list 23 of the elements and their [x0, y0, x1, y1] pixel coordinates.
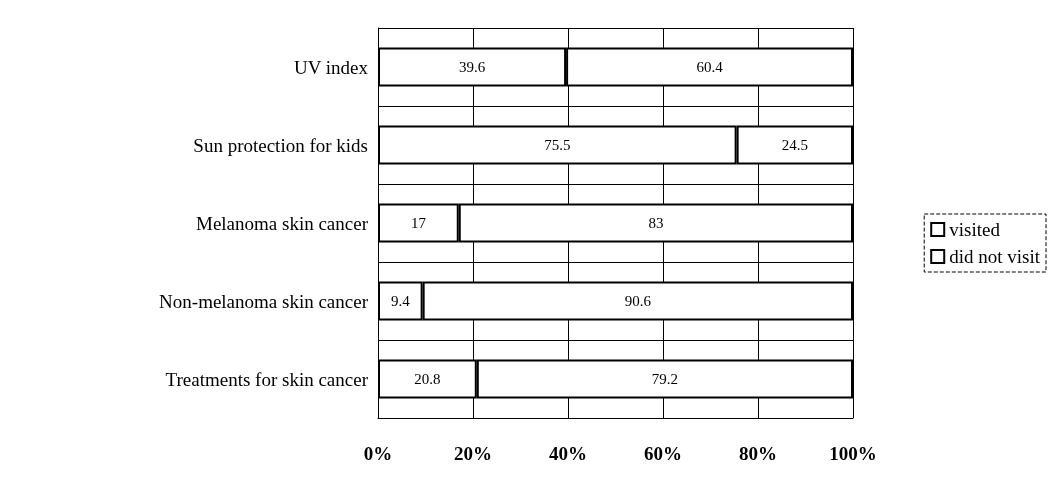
data-label: 9.4 — [390, 293, 411, 309]
data-label: 39.6 — [458, 59, 486, 75]
data-label: 60.4 — [696, 59, 724, 75]
x-tick-label: 20% — [454, 443, 492, 464]
data-label: 75.5 — [544, 137, 571, 153]
x-tick-label: 80% — [739, 443, 777, 464]
y-tick-label: UV index — [293, 56, 369, 78]
legend-label: did not visit — [949, 246, 1041, 267]
data-label: 90.6 — [624, 293, 652, 309]
legend-label: visited — [949, 219, 1001, 240]
x-tick-label: 100% — [829, 443, 877, 464]
data-label: 17 — [410, 215, 427, 231]
x-tick-label: 60% — [644, 443, 682, 464]
y-tick-label: Melanoma skin cancer — [196, 212, 369, 234]
y-tick-label: Non-melanoma skin cancer — [159, 290, 369, 312]
data-label: 83 — [648, 215, 664, 231]
data-label: 24.5 — [781, 137, 808, 153]
data-label: 79.2 — [651, 371, 679, 387]
data-label: 20.8 — [414, 371, 441, 387]
x-tick-label: 0% — [363, 443, 393, 464]
y-tick-label: Treatments for skin cancer — [165, 368, 369, 390]
y-tick-label: Sun protection for kids — [193, 134, 368, 156]
x-tick-label: 40% — [549, 443, 587, 464]
